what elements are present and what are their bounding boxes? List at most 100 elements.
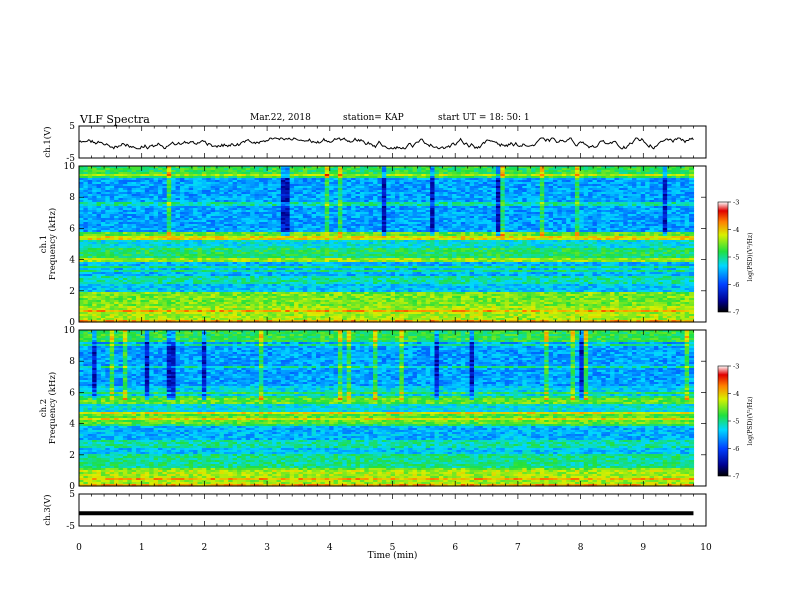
spectrogram-cell — [118, 190, 124, 193]
spectrogram-cell — [465, 206, 471, 209]
spectrogram-cell — [460, 202, 466, 205]
spectrogram-cell — [548, 178, 554, 181]
spectrogram-cell — [474, 186, 479, 189]
spectrogram-cell — [627, 170, 633, 173]
spectrogram-cell — [430, 186, 436, 189]
spectrogram-cell — [675, 166, 681, 169]
spectrogram-cell — [201, 186, 207, 189]
spectrogram-cell — [658, 190, 664, 193]
spectrogram-cell — [443, 190, 449, 193]
spectrogram-cell — [482, 186, 488, 189]
spectrogram-cell — [640, 190, 646, 193]
spectrogram-cell — [535, 190, 541, 193]
spectrogram-cell — [623, 206, 629, 209]
spectrogram-cell — [329, 168, 335, 171]
spectrogram-cell — [337, 198, 343, 201]
spectrogram-cell — [500, 176, 506, 179]
spectrogram-cell — [127, 208, 133, 211]
spectrogram-cell — [526, 206, 532, 209]
spectrogram-cell — [452, 178, 458, 181]
spectrogram-cell — [316, 198, 321, 201]
spectrogram-cell — [680, 182, 686, 185]
spectrogram-cell — [197, 200, 203, 203]
ch1-spectrogram — [79, 166, 695, 323]
spectrogram-cell — [201, 190, 207, 193]
spectrogram-cell — [346, 172, 352, 175]
spectrogram-cell — [175, 180, 181, 183]
spectrogram-cell — [662, 206, 668, 209]
spectrogram-cell — [601, 168, 607, 171]
spectrogram-cell — [79, 184, 84, 187]
spectrogram-cell — [645, 168, 651, 171]
spectrogram-cell — [127, 172, 133, 175]
spectrogram-cell — [258, 206, 264, 209]
spectrogram-cell — [658, 200, 664, 203]
spectrogram-cell — [675, 198, 681, 201]
spectrogram-cell — [351, 168, 357, 171]
spectrogram-cell — [478, 198, 484, 201]
spectrogram-cell — [548, 192, 554, 195]
spectrogram-cell — [237, 198, 242, 201]
spectrogram-cell — [456, 170, 462, 173]
spectrogram-cell — [109, 186, 115, 189]
spectrogram-cell — [131, 172, 137, 175]
spectrogram-cell — [566, 186, 572, 189]
spectrogram-cell — [210, 174, 216, 177]
spectrogram-cell — [320, 196, 326, 199]
spectrogram-cell — [276, 200, 282, 203]
spectrogram-cell — [83, 176, 89, 179]
spectrogram-cell — [596, 196, 602, 199]
spectrogram-cell — [355, 178, 361, 181]
spectrogram-cell — [219, 208, 225, 211]
spectrogram-cell — [662, 198, 668, 201]
spectrogram-cell — [311, 176, 317, 179]
spectrogram-cell — [513, 204, 519, 207]
spectrogram-cell — [465, 192, 471, 195]
spectrogram-cell — [474, 192, 479, 195]
spectrogram-cell — [495, 184, 501, 187]
spectrogram-cell — [215, 172, 221, 175]
spectrogram-cell — [500, 202, 506, 205]
spectrogram-cell — [105, 184, 111, 187]
spectrogram-cell — [79, 180, 84, 183]
spectrogram-cell — [390, 170, 396, 173]
spectrogram-cell — [364, 176, 370, 179]
spectrogram-cell — [114, 188, 120, 191]
spectrogram-cell — [504, 180, 510, 183]
spectrogram-cell — [684, 170, 690, 173]
spectrogram-cell — [346, 178, 352, 181]
spectrogram-cell — [377, 184, 383, 187]
spectrogram-cell — [245, 208, 251, 211]
spectrogram-cell — [460, 192, 466, 195]
spectrogram-cell — [434, 178, 440, 181]
spectrogram-cell — [109, 200, 115, 203]
spectrogram-cell — [509, 198, 515, 201]
spectrogram-cell — [294, 178, 300, 181]
spectrogram-cell — [544, 172, 550, 175]
spectrogram-cell — [408, 194, 414, 197]
spectrogram-cell — [127, 182, 133, 185]
spectrogram-cell — [509, 186, 515, 189]
spectrogram-cell — [662, 180, 668, 183]
spectrogram-cell — [320, 166, 326, 169]
spectrogram-cell — [179, 206, 185, 209]
spectrogram-cell — [412, 202, 418, 205]
spectrogram-cell — [544, 196, 550, 199]
spectrogram-cell — [136, 196, 142, 199]
spectrogram-cell — [158, 174, 163, 177]
spectrogram-cell — [495, 172, 501, 175]
spectrogram-cell — [144, 196, 150, 199]
spectrogram-cell — [364, 208, 370, 211]
spectrogram-cell — [645, 200, 651, 203]
spectrogram-cell — [184, 178, 190, 181]
spectrogram-cell — [377, 182, 383, 185]
spectrogram-cell — [206, 204, 212, 207]
spectrogram-cell — [162, 172, 168, 175]
spectrogram-cell — [566, 182, 572, 185]
spectrogram-cell — [122, 204, 128, 207]
spectrogram-cell — [675, 206, 681, 209]
spectrogram-cell — [215, 196, 221, 199]
spectrogram-cell — [636, 192, 642, 195]
spectrogram-cell — [434, 174, 440, 177]
spectrogram-cell — [166, 194, 172, 197]
